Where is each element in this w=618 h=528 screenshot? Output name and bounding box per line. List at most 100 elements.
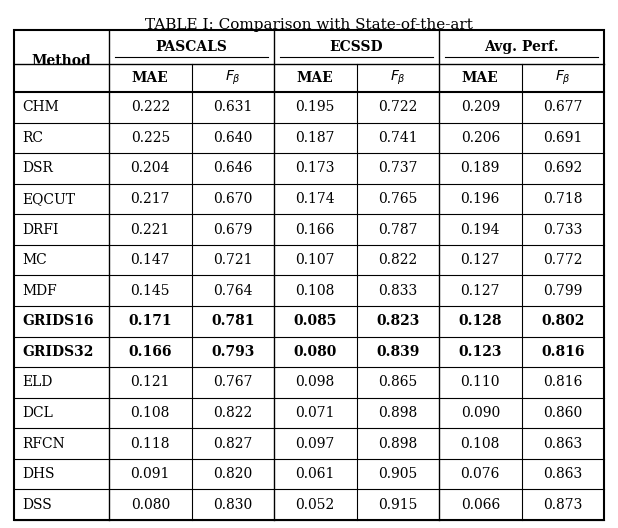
Text: 0.827: 0.827 (213, 437, 252, 450)
Text: DCL: DCL (22, 406, 53, 420)
Text: 0.691: 0.691 (543, 131, 582, 145)
Text: Method: Method (32, 54, 91, 68)
Text: 0.071: 0.071 (295, 406, 335, 420)
Text: 0.905: 0.905 (378, 467, 417, 481)
Text: 0.118: 0.118 (130, 437, 170, 450)
Text: 0.839: 0.839 (376, 345, 420, 359)
Text: 0.066: 0.066 (460, 498, 500, 512)
Text: 0.209: 0.209 (460, 100, 500, 114)
Text: 0.052: 0.052 (295, 498, 335, 512)
Text: 0.898: 0.898 (378, 437, 417, 450)
Text: 0.631: 0.631 (213, 100, 252, 114)
Text: 0.189: 0.189 (460, 162, 500, 175)
Text: 0.787: 0.787 (378, 223, 418, 237)
Text: 0.733: 0.733 (543, 223, 582, 237)
Text: 0.767: 0.767 (213, 375, 253, 390)
Text: 0.222: 0.222 (130, 100, 170, 114)
Text: 0.221: 0.221 (130, 223, 170, 237)
Text: MDF: MDF (22, 284, 57, 298)
Text: 0.833: 0.833 (378, 284, 417, 298)
Text: 0.127: 0.127 (460, 284, 500, 298)
Text: 0.677: 0.677 (543, 100, 583, 114)
Text: MC: MC (22, 253, 47, 267)
Text: 0.080: 0.080 (130, 498, 170, 512)
Text: MAE: MAE (462, 71, 499, 85)
Text: 0.718: 0.718 (543, 192, 583, 206)
Text: 0.171: 0.171 (129, 314, 172, 328)
Text: 0.195: 0.195 (295, 100, 335, 114)
Text: 0.793: 0.793 (211, 345, 255, 359)
Text: 0.772: 0.772 (543, 253, 583, 267)
Text: 0.692: 0.692 (543, 162, 582, 175)
Text: Avg. Perf.: Avg. Perf. (485, 40, 559, 54)
Text: 0.173: 0.173 (295, 162, 335, 175)
Text: 0.640: 0.640 (213, 131, 252, 145)
Text: 0.194: 0.194 (460, 223, 500, 237)
Text: 0.090: 0.090 (460, 406, 500, 420)
Text: 0.816: 0.816 (541, 345, 585, 359)
Text: GRIDS16: GRIDS16 (22, 314, 93, 328)
Text: 0.166: 0.166 (129, 345, 172, 359)
Text: DSS: DSS (22, 498, 52, 512)
Text: 0.898: 0.898 (378, 406, 417, 420)
Text: DHS: DHS (22, 467, 54, 481)
Text: 0.145: 0.145 (130, 284, 170, 298)
Text: 0.646: 0.646 (213, 162, 252, 175)
Text: 0.823: 0.823 (376, 314, 420, 328)
Text: RC: RC (22, 131, 43, 145)
Text: $F_{\beta}$: $F_{\beta}$ (225, 69, 240, 87)
Text: 0.822: 0.822 (378, 253, 417, 267)
Text: 0.764: 0.764 (213, 284, 253, 298)
Text: DRFI: DRFI (22, 223, 58, 237)
Text: 0.737: 0.737 (378, 162, 418, 175)
Text: 0.123: 0.123 (459, 345, 502, 359)
Text: ELD: ELD (22, 375, 53, 390)
Text: $F_{\beta}$: $F_{\beta}$ (555, 69, 570, 87)
Text: 0.091: 0.091 (130, 467, 170, 481)
Text: 0.061: 0.061 (295, 467, 335, 481)
Text: PASCALS: PASCALS (156, 40, 227, 54)
Text: 0.098: 0.098 (295, 375, 335, 390)
Text: 0.860: 0.860 (543, 406, 582, 420)
Text: 0.863: 0.863 (543, 467, 582, 481)
Text: DSR: DSR (22, 162, 53, 175)
Text: 0.085: 0.085 (294, 314, 337, 328)
Text: 0.097: 0.097 (295, 437, 335, 450)
Text: 0.865: 0.865 (378, 375, 417, 390)
Text: 0.799: 0.799 (543, 284, 582, 298)
Text: 0.204: 0.204 (130, 162, 170, 175)
Text: 0.108: 0.108 (460, 437, 500, 450)
Text: 0.225: 0.225 (130, 131, 170, 145)
Text: 0.679: 0.679 (213, 223, 252, 237)
Text: $F_{\beta}$: $F_{\beta}$ (390, 69, 405, 87)
Text: MAE: MAE (132, 71, 169, 85)
Text: 0.830: 0.830 (213, 498, 252, 512)
Text: 0.174: 0.174 (295, 192, 335, 206)
Text: 0.127: 0.127 (460, 253, 500, 267)
Text: RFCN: RFCN (22, 437, 65, 450)
Text: 0.670: 0.670 (213, 192, 252, 206)
Text: 0.781: 0.781 (211, 314, 255, 328)
Text: 0.765: 0.765 (378, 192, 417, 206)
Text: 0.873: 0.873 (543, 498, 582, 512)
Text: 0.721: 0.721 (213, 253, 253, 267)
Text: 0.128: 0.128 (459, 314, 502, 328)
Text: 0.816: 0.816 (543, 375, 582, 390)
Text: 0.863: 0.863 (543, 437, 582, 450)
Text: ECSSD: ECSSD (329, 40, 383, 54)
Text: TABLE I: Comparison with State-of-the-art: TABLE I: Comparison with State-of-the-ar… (145, 18, 473, 32)
Text: 0.915: 0.915 (378, 498, 417, 512)
Text: 0.820: 0.820 (213, 467, 252, 481)
Text: 0.147: 0.147 (130, 253, 170, 267)
Text: 0.196: 0.196 (460, 192, 500, 206)
Text: 0.166: 0.166 (295, 223, 335, 237)
Text: 0.107: 0.107 (295, 253, 335, 267)
Text: GRIDS32: GRIDS32 (22, 345, 93, 359)
Text: 0.722: 0.722 (378, 100, 417, 114)
Text: 0.108: 0.108 (295, 284, 335, 298)
Text: 0.187: 0.187 (295, 131, 335, 145)
Text: MAE: MAE (297, 71, 334, 85)
Text: 0.741: 0.741 (378, 131, 418, 145)
Text: 0.110: 0.110 (460, 375, 500, 390)
Text: 0.076: 0.076 (460, 467, 500, 481)
